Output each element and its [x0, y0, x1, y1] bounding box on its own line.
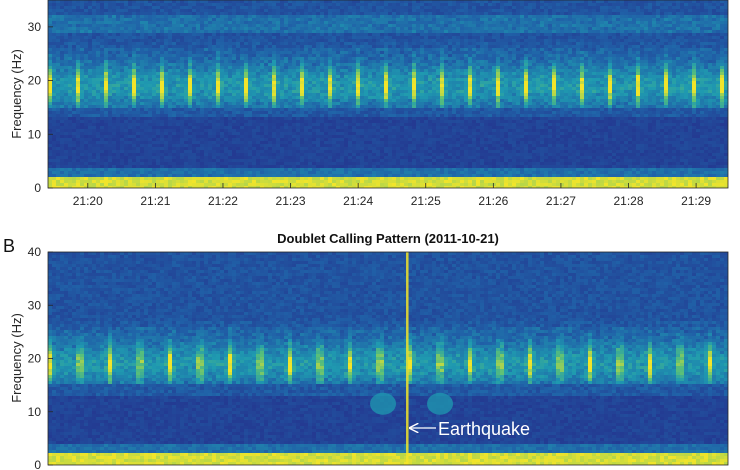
y-tick-label: 10 [28, 405, 42, 419]
x-tick-label: 21:24 [343, 194, 373, 208]
y-tick-label: 10 [28, 127, 42, 141]
y-tick-label: 30 [28, 298, 42, 312]
x-tick-label: 21:27 [546, 194, 576, 208]
x-tick-label: 21:28 [614, 194, 644, 208]
y-tick-label: 40 [28, 245, 42, 259]
x-tick-label: 21:29 [681, 194, 711, 208]
y-tick-label: 0 [34, 458, 41, 470]
earthquake-annotation: Earthquake [438, 419, 530, 439]
panel-a-y-ticks: 0 10 20 30 [28, 20, 53, 195]
y-tick-label: 20 [28, 74, 42, 88]
panel-a-y-axis-label: Frequency (Hz) [9, 49, 24, 139]
panel-label-b: B [3, 236, 15, 256]
panel-b-y-ticks: 0 10 20 30 40 [28, 245, 53, 470]
x-tick-label: 21:23 [276, 194, 306, 208]
x-tick-label: 21:22 [208, 194, 238, 208]
x-tick-label: 21:25 [411, 194, 441, 208]
panel-b-y-axis-label: Frequency (Hz) [9, 313, 24, 403]
y-tick-label: 30 [28, 20, 42, 34]
y-tick-label: 20 [28, 352, 42, 366]
x-tick-label: 21:20 [73, 194, 103, 208]
spectrogram-a-image [48, 0, 728, 188]
panel-a-x-ticks: 21:20 21:21 21:22 21:23 21:24 21:25 21:26 21:27… [73, 183, 711, 208]
y-tick-label: 0 [34, 181, 41, 195]
x-tick-label: 21:26 [478, 194, 508, 208]
x-tick-label: 21:21 [140, 194, 170, 208]
panel-a-frame [47, 0, 729, 189]
panel-b-title: Doublet Calling Pattern (2011-10-21) [277, 231, 499, 246]
spectrogram-panel-b: B Doublet Calling Pattern (2011-10-21) 0… [3, 231, 729, 470]
spectrogram-b-image [48, 252, 728, 465]
